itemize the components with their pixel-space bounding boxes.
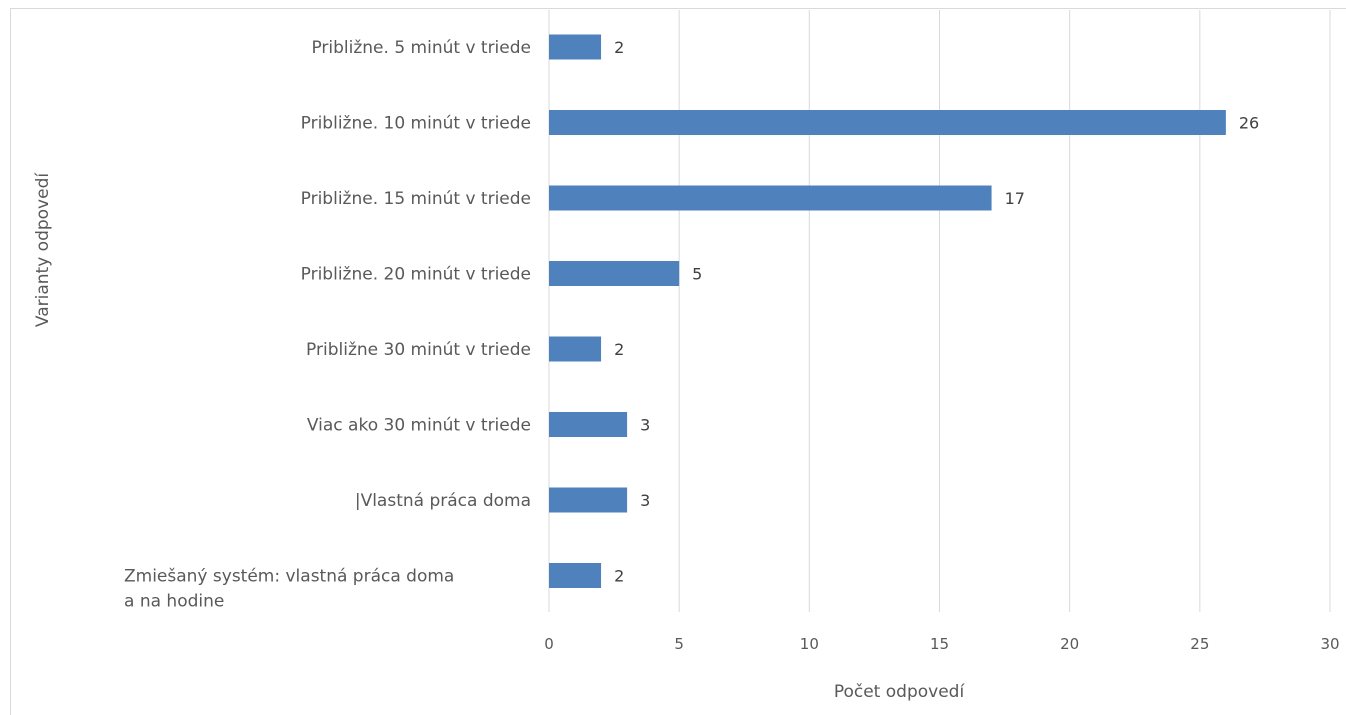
x-tick-label: 20 bbox=[1060, 635, 1079, 653]
data-labels: 2 26 17 5 2 3 3 2 bbox=[614, 38, 1259, 586]
category-labels: Približne. 5 minút v triede Približne. 10… bbox=[124, 38, 531, 612]
bar bbox=[549, 487, 628, 513]
x-tick-label: 25 bbox=[1190, 635, 1209, 653]
bar bbox=[549, 34, 602, 60]
data-label: 26 bbox=[1239, 114, 1259, 133]
x-tick-label: 15 bbox=[930, 635, 949, 653]
x-tick-label: 10 bbox=[800, 635, 819, 653]
x-tick-label: 0 bbox=[544, 635, 554, 653]
bar bbox=[549, 563, 602, 588]
category-label: Približne. 5 minút v triede bbox=[311, 38, 531, 58]
data-label: 2 bbox=[614, 38, 624, 57]
category-label: Približne 30 minút v triede bbox=[306, 340, 531, 360]
bars bbox=[549, 34, 1226, 588]
bar bbox=[549, 336, 602, 362]
y-axis-title: Varianty odpovedí bbox=[33, 172, 53, 327]
bar bbox=[549, 185, 992, 211]
bar bbox=[549, 412, 628, 437]
data-label: 2 bbox=[614, 340, 624, 359]
gridlines bbox=[548, 10, 1331, 612]
category-label: Zmiešaný systém: vlastná práca doma a na … bbox=[124, 567, 454, 612]
category-label: Približne. 15 minút v triede bbox=[301, 189, 531, 209]
data-label: 5 bbox=[692, 265, 702, 284]
data-label: 2 bbox=[614, 567, 624, 586]
data-label: 17 bbox=[1005, 189, 1025, 208]
category-label: Približne. 10 minút v triede bbox=[301, 114, 531, 134]
x-tick-labels: 0 5 10 15 20 25 30 bbox=[544, 635, 1339, 653]
bar bbox=[549, 110, 1226, 135]
data-label: 3 bbox=[640, 491, 650, 510]
bar bbox=[549, 261, 680, 286]
category-label: |Vlastná práca doma bbox=[355, 491, 531, 511]
x-tick-label: 30 bbox=[1320, 635, 1339, 653]
x-tick-label: 5 bbox=[674, 635, 684, 653]
data-label: 3 bbox=[640, 416, 650, 435]
category-label: Približne. 20 minút v triede bbox=[301, 265, 531, 285]
x-axis-title: Počet odpovedí bbox=[834, 682, 966, 702]
chart-frame bbox=[10, 8, 1346, 715]
category-label: Viac ako 30 minút v triede bbox=[307, 416, 531, 436]
